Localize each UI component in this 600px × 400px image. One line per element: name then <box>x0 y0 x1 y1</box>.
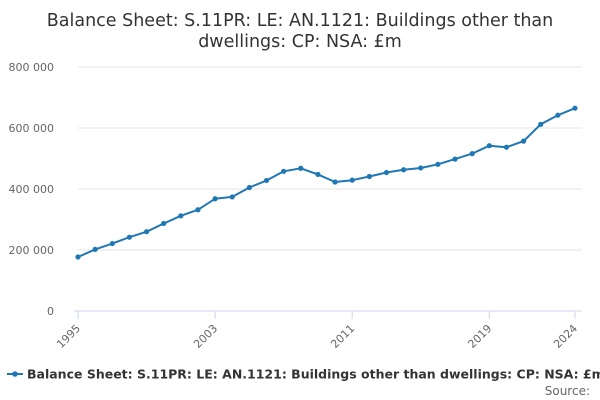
data-point[interactable] <box>281 168 287 174</box>
data-point[interactable] <box>418 165 424 171</box>
data-point[interactable] <box>229 194 235 200</box>
source-label: Source: <box>545 384 590 398</box>
x-tick-label: 1995 <box>54 322 83 351</box>
data-point[interactable] <box>109 240 115 247</box>
data-point[interactable] <box>555 112 561 118</box>
data-point[interactable] <box>92 246 98 252</box>
data-point[interactable] <box>366 173 372 180</box>
y-tick-label: 400 000 <box>9 183 55 196</box>
chart-title-line-1: Balance Sheet: S.11PR: LE: AN.1121: Buil… <box>47 11 554 31</box>
data-point[interactable] <box>143 229 150 235</box>
y-axis-ticks: 0 200 000 400 000 600 000 800 000 <box>9 61 55 318</box>
x-tick-label: 2003 <box>191 322 220 351</box>
data-point[interactable] <box>452 156 458 162</box>
x-tick-label: 2019 <box>465 322 494 351</box>
data-point[interactable] <box>195 207 201 213</box>
y-tick-label: 600 000 <box>9 122 55 135</box>
data-point[interactable] <box>401 167 407 173</box>
data-point[interactable] <box>332 179 338 185</box>
chart-title-line-2: dwellings: CP: NSA: £m <box>198 32 402 52</box>
data-point[interactable] <box>435 161 441 167</box>
legend[interactable]: Balance Sheet: S.11PR: LE: AN.1121: Buil… <box>7 367 600 382</box>
series-line <box>77 107 576 258</box>
data-point[interactable] <box>263 177 270 184</box>
x-axis-ticks: 1995 2003 2011 2019 2024 <box>54 311 580 351</box>
y-tick-label: 0 <box>47 305 54 318</box>
x-tick-label: 2024 <box>551 322 580 351</box>
legend-label[interactable]: Balance Sheet: S.11PR: LE: AN.1121: Buil… <box>27 367 600 382</box>
data-point[interactable] <box>503 144 510 150</box>
data-point[interactable] <box>469 151 475 157</box>
data-point[interactable] <box>126 234 133 240</box>
data-point[interactable] <box>486 143 492 149</box>
data-point[interactable] <box>315 171 321 177</box>
y-tick-label: 800 000 <box>9 61 55 74</box>
data-point[interactable] <box>520 138 527 144</box>
grid-lines <box>78 66 582 251</box>
series-layer <box>75 105 578 260</box>
data-point[interactable] <box>75 254 81 260</box>
y-tick-label: 200 000 <box>9 244 55 257</box>
data-point[interactable] <box>383 169 390 176</box>
data-point[interactable] <box>572 105 578 111</box>
data-point[interactable] <box>349 177 355 183</box>
data-point[interactable] <box>538 121 544 127</box>
data-point[interactable] <box>212 196 218 202</box>
data-point[interactable] <box>246 184 252 191</box>
x-tick-label: 2011 <box>328 322 357 351</box>
data-point[interactable] <box>178 213 184 219</box>
data-point[interactable] <box>298 165 304 171</box>
legend-swatch-marker <box>12 371 18 377</box>
data-point[interactable] <box>161 220 167 227</box>
